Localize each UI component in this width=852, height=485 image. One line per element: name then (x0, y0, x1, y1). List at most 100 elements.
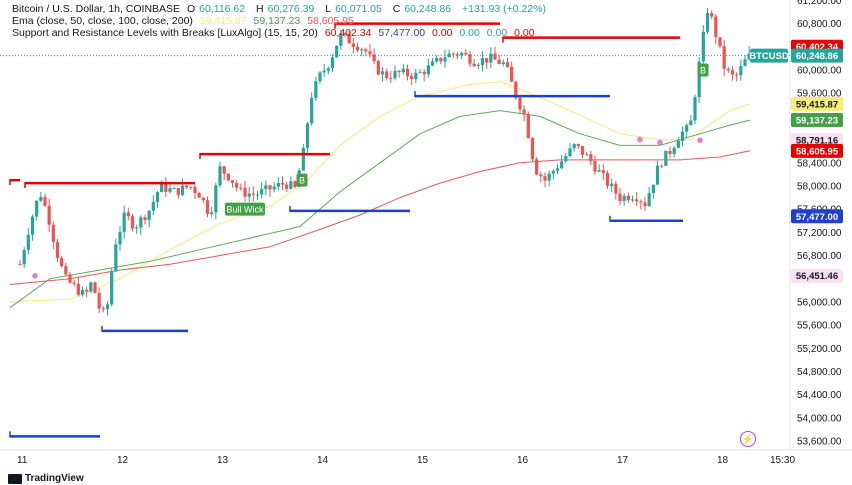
x-tick-label: 13 (217, 455, 229, 466)
sr-resistance-value: 60,402.34 (324, 27, 372, 39)
candle-body (114, 244, 118, 272)
candle-body (689, 120, 693, 126)
price-axis-badge-text: 56,451.46 (796, 271, 838, 282)
watermark-text: TradingView (25, 473, 84, 484)
candle-body (347, 33, 351, 44)
candle-body (543, 176, 547, 181)
ema50-value: 59,415.87 (199, 15, 247, 27)
price-axis-badge (791, 96, 843, 111)
candle-body (230, 180, 235, 183)
candle-body (193, 186, 197, 194)
candle-body (210, 212, 214, 214)
candle-body (368, 51, 372, 55)
candle-body (718, 37, 722, 47)
candle-body (430, 61, 435, 66)
candle-body (410, 76, 414, 80)
candle-body (18, 264, 22, 266)
candle-body (551, 170, 555, 174)
candle-body (322, 70, 326, 73)
price-axis-badge-text: 60,248.86 (796, 51, 838, 62)
candle-body (510, 66, 514, 82)
candle-body (535, 159, 539, 175)
candle-body (139, 217, 143, 228)
cross-marker-dot (697, 137, 703, 143)
x-tick-label: 15:30 (770, 455, 795, 466)
lightning-icon[interactable]: ⚡ (740, 431, 756, 447)
candle-body (343, 33, 347, 35)
ohlc-high: H 60,276.39 (256, 3, 315, 15)
candle-body (101, 308, 105, 310)
candle-body (530, 138, 535, 160)
y-tick-label: 55,600.00 (797, 321, 842, 332)
candle-body (172, 187, 176, 189)
cross-marker-dot (637, 136, 643, 143)
candle-body (610, 183, 614, 186)
candle-body (564, 156, 568, 162)
candle-body (485, 58, 489, 63)
candle-body (593, 161, 597, 172)
candle-body (439, 57, 443, 62)
candle-body (135, 227, 139, 229)
candle-body (264, 185, 268, 190)
candle-body (214, 185, 218, 213)
x-tick-label: 12 (117, 455, 129, 466)
candle-body (51, 224, 55, 243)
candle-body (160, 182, 164, 193)
candle-body (405, 68, 410, 77)
price-axis-badge-text: 60,402.34 (796, 42, 839, 53)
candle-body (355, 46, 360, 51)
candle-body (714, 16, 718, 38)
candle-body (385, 71, 389, 78)
y-tick-label: 54,800.00 (797, 367, 842, 378)
price-axis-badge (791, 48, 843, 63)
candle-body (251, 193, 255, 195)
header-line-ema[interactable]: Ema (close, 50, close, 100, close, 200) … (12, 15, 358, 27)
candle-body (489, 53, 493, 63)
candle-body (180, 185, 185, 195)
candle-body (189, 186, 193, 188)
candle-body (218, 166, 222, 186)
candle-body (364, 49, 368, 52)
y-tick-label: 61,200.00 (797, 0, 842, 7)
candle-body (614, 183, 618, 194)
candle-body (647, 193, 651, 207)
price-axis-badge-text: 57,477.00 (796, 212, 838, 223)
sr-value-4: 0.00 (459, 27, 480, 39)
y-tick-label: 57,200.00 (797, 228, 842, 239)
candle-body (201, 197, 205, 201)
candle-body (143, 217, 147, 221)
candle-body (601, 170, 605, 174)
candle-body (668, 150, 672, 155)
candle-body (76, 283, 80, 295)
price-axis-badge (791, 133, 843, 148)
candle-body (97, 292, 101, 309)
candle-body (480, 58, 485, 66)
candle-body (739, 65, 743, 76)
candle-body (693, 97, 697, 121)
x-tick-label: 14 (317, 455, 329, 466)
candle-body (685, 125, 689, 132)
candle-body (585, 154, 589, 156)
candle-body (68, 274, 72, 283)
candle-body (260, 189, 264, 195)
x-tick-label: 15 (417, 455, 429, 466)
candle-body (635, 199, 639, 202)
signal-label-box (296, 173, 308, 187)
candle-body (622, 195, 626, 202)
candle-body (643, 202, 647, 207)
x-tick-label: 17 (617, 455, 629, 466)
y-tick-label: 58,400.00 (797, 158, 842, 169)
ema100-value: 59,137.23 (253, 15, 301, 27)
price-axis-badge (791, 113, 843, 128)
candle-body (555, 168, 560, 171)
candle-body (589, 154, 593, 162)
y-tick-label: 56,800.00 (797, 251, 842, 262)
candle-body (539, 174, 543, 177)
candle-body (26, 234, 30, 250)
ema200-value: 58,605.95 (307, 15, 354, 27)
candle-body (326, 68, 330, 71)
candle-body (239, 187, 243, 189)
header-line-sr[interactable]: Support and Resistance Levels with Break… (12, 27, 539, 39)
ema-series-line (9, 81, 751, 303)
